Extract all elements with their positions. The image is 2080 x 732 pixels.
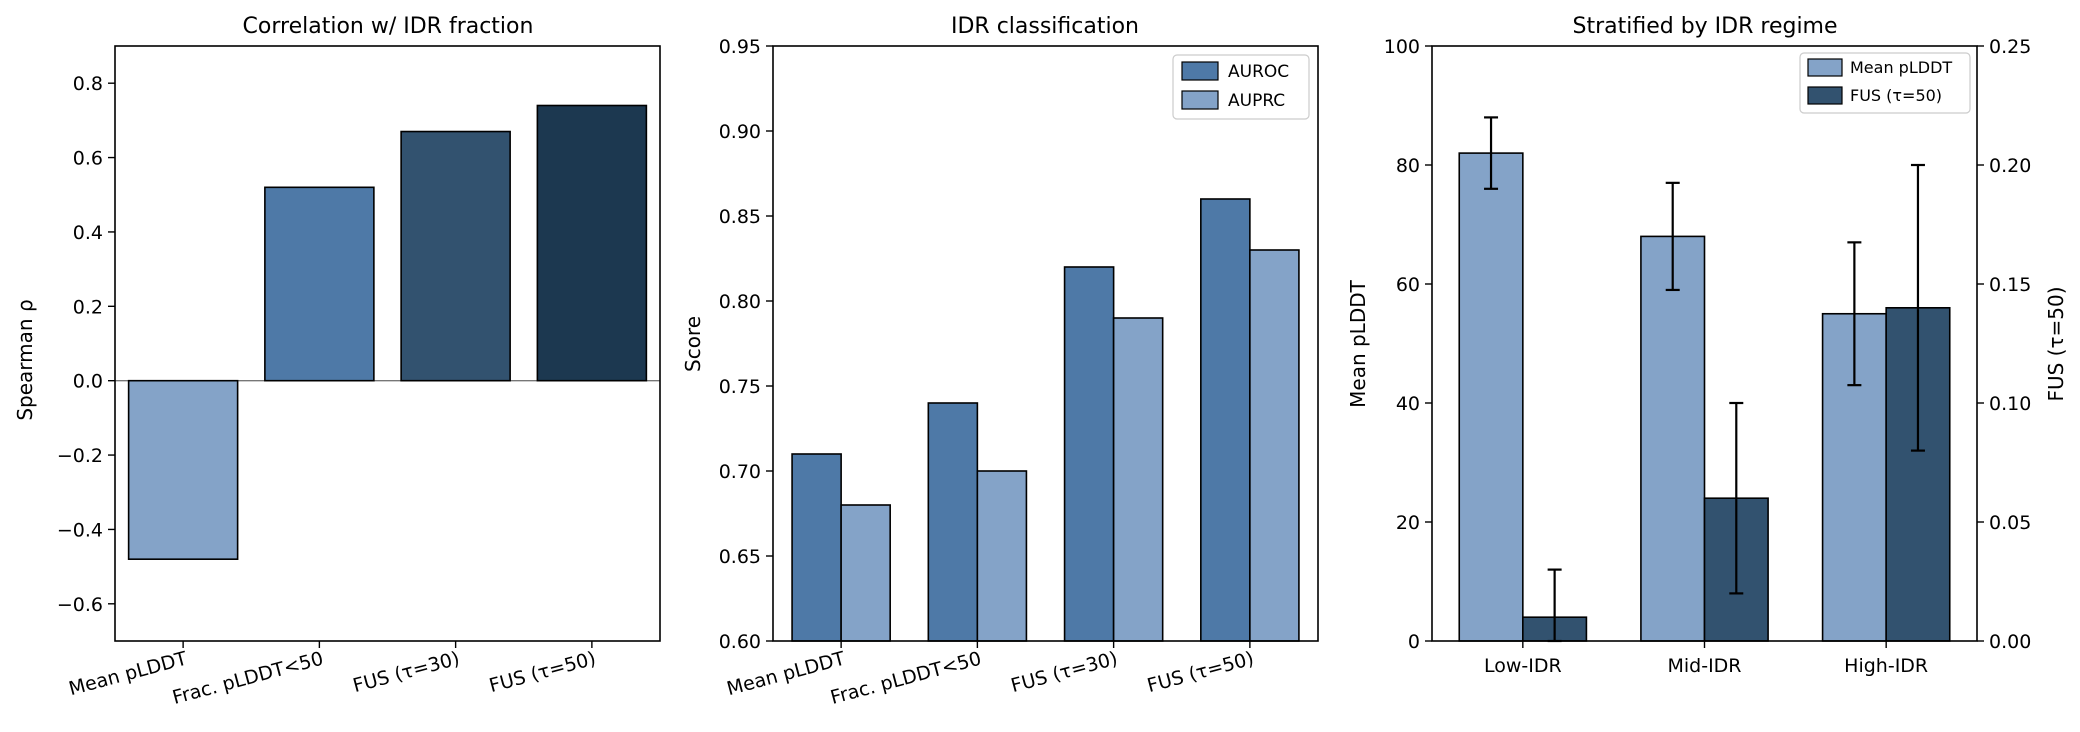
bar-mean-plddt-low-idr <box>1458 152 1524 642</box>
y-tick-label: 0.0 <box>73 371 103 393</box>
y-tick-label: 0.2 <box>73 296 103 318</box>
panel-stratified: Stratified by IDR regime Mean pLDDT FUS … <box>1346 14 2068 677</box>
bar-mean-plddt <box>127 379 239 560</box>
y-tick-label: 0.80 <box>719 291 761 313</box>
legend-label-auroc: AUROC <box>1228 62 1289 82</box>
y-tick-label-left: 40 <box>1396 393 1420 415</box>
legend-swatch-auroc <box>1181 61 1219 81</box>
y-tick-label: 0.70 <box>719 461 761 483</box>
error-bars-group <box>1484 116 1925 643</box>
y-tick-label-right: 0.25 <box>1989 36 2031 58</box>
y-tick-label: −0.6 <box>57 594 103 616</box>
bar-auprc-fus-30 <box>1112 317 1164 642</box>
bar-frac-plddt-50 <box>264 186 375 382</box>
bar-auroc-fus-50 <box>1200 198 1251 642</box>
panel-classification: IDR classification Score 0.60 0.65 0.70 0.7… <box>681 14 1319 709</box>
bar-mean-plddt-mid-idr <box>1640 235 1706 642</box>
panel-1-title: Correlation w/ IDR fraction <box>243 14 534 39</box>
bars-group <box>791 198 1300 642</box>
legend: Mean pLDDT FUS (τ=50) <box>1799 52 1971 114</box>
y-tick-label: 0.95 <box>719 36 761 58</box>
x-tick-label: Mid-IDR <box>1667 655 1741 677</box>
y-tick-label-left: 20 <box>1396 512 1420 534</box>
y-tick-label: 0.4 <box>73 222 103 244</box>
y-tick-label: −0.2 <box>57 445 103 467</box>
y-tick-label-left: 0 <box>1408 631 1420 653</box>
x-tick-label: High-IDR <box>1844 655 1928 677</box>
y-tick-label: 0.90 <box>719 121 761 143</box>
legend-label-fus: FUS (τ=50) <box>1850 86 1942 105</box>
y-tick-label: 0.60 <box>719 631 761 653</box>
bar-fus-30 <box>400 130 511 382</box>
y-tick-label-left: 100 <box>1384 36 1420 58</box>
y-tick-label-right: 0.00 <box>1989 631 2031 653</box>
y-tick-label: −0.4 <box>57 519 103 541</box>
bar-auprc-mean-plddt <box>840 504 891 642</box>
y-ticks-group: 0.60 0.65 0.70 0.75 0.80 0.85 0.90 0.95 <box>719 36 773 653</box>
panel-3-title: Stratified by IDR regime <box>1572 14 1837 39</box>
bar-auprc-fus-50 <box>1249 249 1300 642</box>
bar-auprc-frac-plddt-50 <box>976 470 1028 642</box>
y-tick-label-right: 0.15 <box>1989 274 2031 296</box>
y-tick-label: 0.65 <box>719 546 761 568</box>
y-ticks-right-group: 0.00 0.05 0.10 0.15 0.20 0.25 <box>1977 36 2031 653</box>
legend-label-auprc: AUPRC <box>1228 91 1285 111</box>
bar-auroc-mean-plddt <box>791 453 842 642</box>
y-tick-label-left: 60 <box>1396 274 1420 296</box>
panel-3-ylabel-left: Mean pLDDT <box>1346 279 1370 407</box>
x-ticks-group: Low-IDR Mid-IDR High-IDR <box>1484 641 1928 677</box>
y-ticks-left-group: 0 20 40 60 80 100 <box>1384 36 1432 653</box>
panel-3-ylabel-right: FUS (τ=50) <box>2044 286 2068 401</box>
legend: AUROC AUPRC <box>1172 54 1310 120</box>
bar-auroc-fus-30 <box>1063 266 1115 642</box>
panel-1-frame <box>114 45 661 642</box>
panel-2-title: IDR classification <box>951 14 1139 39</box>
panel-2-frame <box>772 45 1319 642</box>
y-tick-label: 0.75 <box>719 376 761 398</box>
panel-1-ylabel: Spearman ρ <box>13 299 37 420</box>
legend-swatch-fus <box>1807 86 1843 105</box>
panel-3-frame <box>1431 45 1978 642</box>
y-tick-label: 0.6 <box>73 148 103 170</box>
y-tick-label: 0.8 <box>73 73 103 95</box>
y-tick-label-right: 0.05 <box>1989 512 2031 534</box>
legend-swatch-mean-plddt <box>1807 58 1843 77</box>
x-tick-label: Low-IDR <box>1484 655 1562 677</box>
panel-correlation: Correlation w/ IDR fraction Spearman ρ −… <box>13 14 661 709</box>
y-tick-label-right: 0.10 <box>1989 393 2031 415</box>
bar-auroc-frac-plddt-50 <box>927 402 979 642</box>
y-ticks-group: −0.6 −0.4 −0.2 0.0 0.2 0.4 0.6 0.8 <box>57 73 115 616</box>
panel-2-ylabel: Score <box>681 316 705 372</box>
bar-fus-50 <box>536 104 648 382</box>
bars-group <box>127 104 648 560</box>
y-tick-label: 0.85 <box>719 206 761 228</box>
bars-group <box>1458 152 1951 642</box>
y-tick-label-right: 0.20 <box>1989 155 2031 177</box>
legend-label-mean-plddt: Mean pLDDT <box>1850 58 1952 77</box>
y-tick-label-left: 80 <box>1396 155 1420 177</box>
legend-swatch-auprc <box>1181 90 1219 110</box>
